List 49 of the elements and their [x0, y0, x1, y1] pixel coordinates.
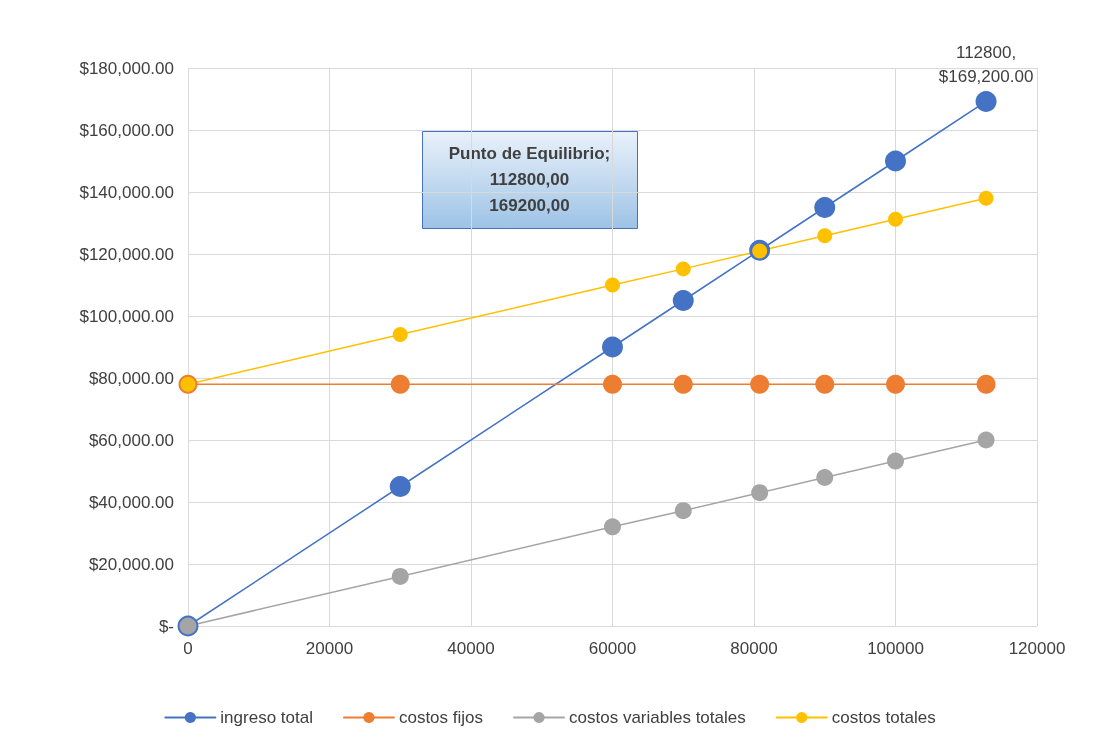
point — [389, 476, 411, 497]
point — [390, 374, 410, 394]
point — [605, 277, 620, 293]
point — [604, 518, 621, 536]
point — [391, 567, 409, 585]
point — [886, 374, 905, 394]
point — [887, 452, 904, 470]
y-tick-label: $140,000.00 — [79, 182, 174, 202]
point — [602, 336, 623, 358]
y-tick-label: $- — [158, 616, 174, 636]
point — [675, 261, 691, 277]
point — [814, 197, 836, 218]
legend-label: costos fijos — [398, 708, 484, 727]
y-tick-label: $60,000.00 — [88, 430, 174, 450]
x-tick-label: 20000 — [305, 639, 354, 658]
legend-label: ingreso total — [220, 708, 313, 727]
point — [975, 90, 997, 112]
point — [750, 374, 770, 394]
point — [976, 374, 996, 394]
point — [815, 374, 835, 394]
x-tick-label: 120000 — [1008, 639, 1066, 658]
point — [978, 190, 994, 206]
y-tick-label: $20,000.00 — [88, 554, 174, 574]
point — [817, 228, 833, 244]
point — [888, 211, 903, 227]
y-tick-label: $180,000.00 — [79, 58, 174, 78]
y-tick-label: $120,000.00 — [79, 244, 174, 264]
point — [751, 484, 769, 502]
x-tick-label: 100000 — [867, 639, 924, 658]
y-tick-label: $160,000.00 — [79, 120, 174, 140]
annotation: Punto de Equilibrio; 112800,00 169200,00 — [448, 144, 611, 215]
y-tick-label: $100,000.00 — [79, 306, 174, 326]
x-tick-label: 80000 — [730, 639, 778, 658]
annotation: 112800, $169,200.00 — [938, 42, 1034, 86]
point — [885, 150, 906, 172]
legend-label: costos totales — [831, 708, 936, 727]
x-tick-label: 0 — [183, 639, 193, 658]
y-tick-label: $40,000.00 — [88, 492, 174, 512]
legend-label: costos variables totales — [569, 708, 746, 727]
x-tick-label: 60000 — [588, 639, 637, 658]
x-tick-label: 40000 — [447, 639, 495, 658]
point — [672, 290, 694, 311]
point — [392, 327, 408, 343]
point — [603, 374, 622, 394]
point — [977, 431, 995, 449]
point — [674, 502, 692, 520]
point — [816, 469, 834, 487]
point — [673, 374, 693, 394]
y-tick-label: $80,000.00 — [88, 368, 174, 388]
